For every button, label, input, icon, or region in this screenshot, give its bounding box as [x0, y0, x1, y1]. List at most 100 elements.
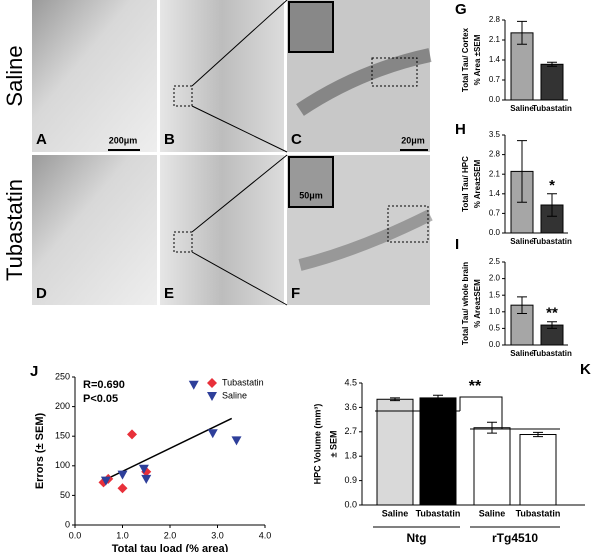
x-tick-label: Saline [382, 508, 409, 518]
legend-label: Saline [222, 390, 247, 400]
x-tick-label: Tubastatin [532, 349, 572, 358]
zoom-box [173, 85, 193, 107]
x-tick-label: Tubastatin [416, 508, 461, 518]
y-tick-label: 2.8 [489, 15, 501, 24]
x-tick-label: Tubastatin [532, 104, 572, 113]
x-tick-label: 0.0 [69, 530, 82, 540]
panel-letter: G [455, 1, 467, 18]
error-bar [547, 321, 557, 329]
y-axis-label: Total Tau/ Cortex [461, 27, 470, 92]
y-tick-label: 250 [55, 371, 70, 381]
y-tick-label: 1.4 [489, 55, 501, 64]
error-bar [533, 431, 543, 438]
x-tick-label: 3.0 [211, 530, 224, 540]
zoom-box [387, 205, 429, 243]
y-tick-label: 0.0 [489, 228, 501, 237]
y-tick-label: 100 [55, 460, 70, 470]
y-tick-label: 3.5 [489, 130, 501, 139]
panel-letter: K [580, 361, 591, 378]
panel-letter: J [30, 363, 38, 380]
scale-bar-label: 200μm [109, 135, 138, 145]
cell-layer [296, 48, 432, 116]
significance: ** [469, 378, 482, 395]
point [100, 476, 111, 486]
group-label: Ntg [407, 531, 427, 545]
x-tick-label: Saline [510, 104, 534, 113]
legend-marker [207, 392, 217, 401]
y-tick-label: 4.5 [344, 377, 357, 387]
panel-letter: F [291, 285, 300, 302]
y-tick-label: 0.9 [344, 475, 357, 485]
bar [376, 398, 414, 506]
y-tick-label: 3.6 [344, 402, 357, 412]
bar [540, 63, 564, 101]
image-a [32, 0, 157, 152]
y-tick-label: 0.0 [489, 340, 501, 349]
x-tick-label: 4.0 [259, 530, 272, 540]
x-tick-label: Saline [510, 349, 534, 358]
y-axis-label: Errors (± SEM) [34, 413, 46, 490]
panel-letter: B [164, 131, 175, 148]
y-axis-label: % Area ±SEM [473, 34, 482, 85]
point [188, 380, 199, 390]
zoom-box [371, 57, 418, 87]
panel-letter: E [164, 285, 174, 302]
legend-marker [207, 378, 217, 388]
panel-letter: A [36, 131, 47, 148]
y-axis-label: % Area±SEM [473, 159, 482, 208]
x-tick-label: Saline [479, 508, 506, 518]
y-axis-label: Total Tau/ HPC [461, 156, 470, 212]
y-tick-label: 1.0 [489, 307, 501, 316]
image-e [160, 155, 284, 305]
bar [419, 397, 457, 506]
group-label: rTg4510 [492, 531, 538, 545]
y-tick-label: 0.7 [489, 75, 501, 84]
y-tick-label: 0.7 [489, 209, 501, 218]
y-tick-label: 150 [55, 431, 70, 441]
y-tick-label: 2.0 [489, 274, 501, 283]
bracket [375, 396, 560, 430]
x-tick-label: Tubastatin [516, 508, 561, 518]
image-b [160, 0, 284, 152]
legend-label: Tubastatin [222, 377, 264, 387]
micrographs: Saline Tubastatin A B C D E F 200μm 20μm… [2, 0, 433, 306]
y-tick-label: 2.7 [344, 426, 357, 436]
y-tick-label: 1.8 [344, 451, 357, 461]
zoom-line [191, 0, 288, 306]
point [117, 470, 128, 480]
error-bar [547, 193, 557, 217]
significance: ** [546, 305, 558, 322]
error-bar [390, 397, 400, 402]
annotation: R=0.690 [83, 379, 125, 391]
error-bar [487, 421, 497, 434]
x-tick-label: 1.0 [116, 530, 129, 540]
y-tick-label: 1.5 [489, 290, 501, 299]
x-tick-label: Saline [510, 237, 534, 246]
panel-letter: H [455, 121, 466, 138]
x-axis-label: Total tau load (% area) [112, 543, 229, 552]
panel-letter: D [36, 285, 47, 302]
y-tick-label: 50 [60, 490, 70, 500]
zoom-box [173, 231, 193, 253]
y-axis-label: ± SEM [328, 431, 338, 458]
row-label: Saline [2, 45, 27, 106]
y-axis-label: Total Tau/ whole brain [461, 262, 470, 345]
inset [288, 1, 334, 53]
scale-bar-label: 50μm [299, 190, 323, 200]
y-axis-label: % Area±SEM [473, 279, 482, 328]
point [127, 429, 137, 440]
y-axis-label: HPC Volume (mm³) [312, 404, 322, 485]
x-tick-label: Tubastatin [532, 237, 572, 246]
cell-layer [298, 209, 433, 271]
y-tick-label: 0.0 [344, 499, 357, 509]
y-tick-label: 0 [65, 519, 70, 529]
point [138, 464, 149, 474]
point [117, 483, 128, 494]
point [141, 474, 152, 484]
error-bar [517, 20, 527, 45]
x-tick-label: 2.0 [164, 530, 177, 540]
y-tick-label: 2.8 [489, 150, 501, 159]
y-tick-label: 2.5 [489, 257, 501, 266]
error-bar [433, 394, 443, 402]
